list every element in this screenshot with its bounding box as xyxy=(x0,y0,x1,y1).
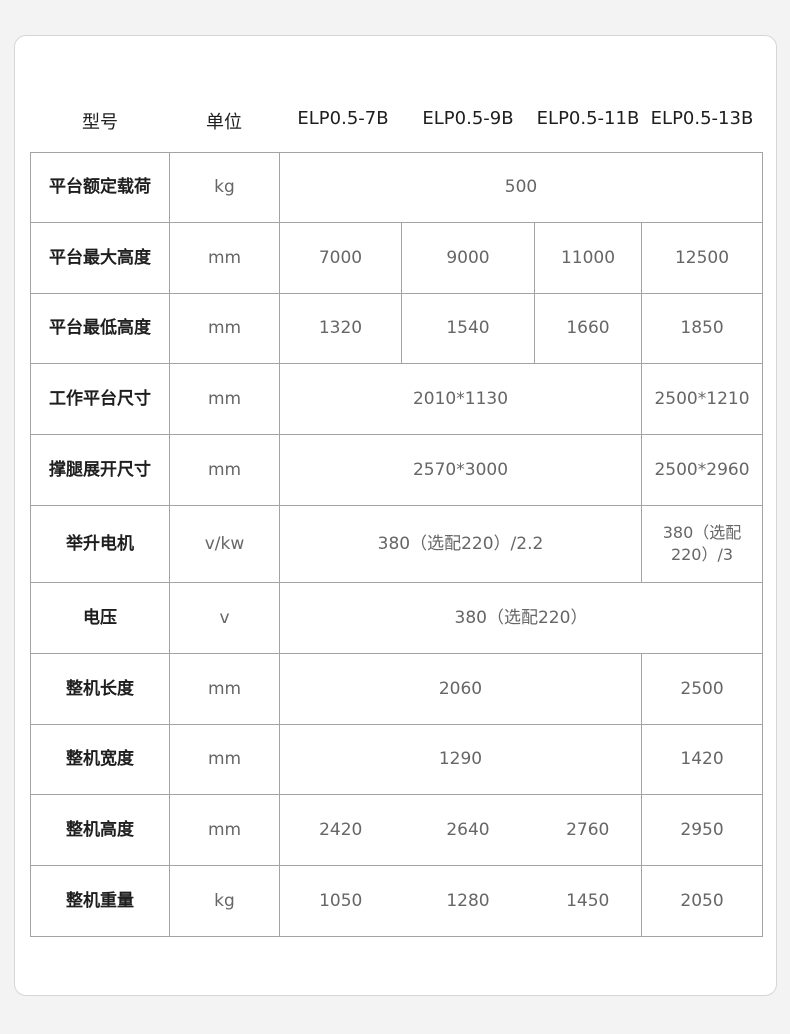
cell-value: 2060 xyxy=(279,653,642,725)
row-label: 撑腿展开尺寸 xyxy=(30,434,170,506)
cell-value: 2420 xyxy=(279,794,402,866)
cell-value: 1320 xyxy=(279,293,402,364)
row-unit: v xyxy=(169,582,280,654)
row-unit: mm xyxy=(169,724,280,795)
table-header: 型号 单位 ELP0.5-7B ELP0.5-9B ELP0.5-11B ELP… xyxy=(30,108,761,138)
table-row: 电压 v 380（选配220） xyxy=(30,582,764,654)
cell-value: 2760 xyxy=(534,794,642,866)
table-row: 撑腿展开尺寸 mm 2570*3000 2500*2960 xyxy=(30,434,764,506)
header-unit: 单位 xyxy=(206,112,242,133)
cell-value: 380（选配220）/3 xyxy=(640,505,764,583)
table-row: 整机重量 kg 1050 1280 1450 2050 xyxy=(30,865,764,937)
table-row: 平台额定载荷 kg 500 xyxy=(30,152,764,223)
table-row: 整机高度 mm 2420 2640 2760 2950 xyxy=(30,794,764,866)
cell-value: 1280 xyxy=(401,865,535,937)
row-label: 整机重量 xyxy=(30,865,170,937)
table-row: 举升电机 v/kw 380（选配220）/2.2 380（选配220）/3 xyxy=(30,505,764,583)
cell-value: 2050 xyxy=(640,865,764,937)
cell-value: 380（选配220） xyxy=(278,582,764,654)
cell-value: 1660 xyxy=(534,293,642,364)
cell-value: 7000 xyxy=(279,222,402,294)
header-elp7b: ELP0.5-7B xyxy=(297,108,389,129)
row-label: 平台最大高度 xyxy=(30,222,170,294)
row-label: 工作平台尺寸 xyxy=(30,363,170,435)
row-label: 平台额定载荷 xyxy=(30,152,170,223)
cell-value: 2950 xyxy=(640,794,764,866)
cell-value: 2500 xyxy=(640,653,764,725)
cell-value: 2010*1130 xyxy=(279,363,642,435)
table-row: 整机长度 mm 2060 2500 xyxy=(30,653,764,725)
cell-value: 2570*3000 xyxy=(279,434,642,506)
row-unit: mm xyxy=(169,434,280,506)
row-unit: mm xyxy=(169,222,280,294)
header-elp11b: ELP0.5-11B xyxy=(536,108,640,129)
row-label: 整机宽度 xyxy=(30,724,170,795)
row-unit: kg xyxy=(169,152,280,223)
cell-value: 1050 xyxy=(279,865,402,937)
table-row: 整机宽度 mm 1290 1420 xyxy=(30,724,764,795)
table-row: 工作平台尺寸 mm 2010*1130 2500*1210 xyxy=(30,363,764,435)
row-unit: mm xyxy=(169,363,280,435)
cell-value: 12500 xyxy=(640,222,764,294)
cell-value: 1850 xyxy=(640,293,764,364)
cell-value: 11000 xyxy=(534,222,642,294)
row-unit: mm xyxy=(169,653,280,725)
row-label: 举升电机 xyxy=(30,505,170,583)
cell-value: 2500*1210 xyxy=(640,363,764,435)
cell-value: 380（选配220）/2.2 xyxy=(279,505,642,583)
cell-value: 2500*2960 xyxy=(640,434,764,506)
header-model: 型号 xyxy=(82,112,118,133)
header-elp9b: ELP0.5-9B xyxy=(422,108,514,129)
row-label: 电压 xyxy=(30,582,170,654)
row-label: 整机高度 xyxy=(30,794,170,866)
cell-value: 500 xyxy=(278,152,764,223)
cell-value: 1290 xyxy=(279,724,642,795)
cell-value: 2640 xyxy=(401,794,535,866)
row-label: 整机长度 xyxy=(30,653,170,725)
table-row: 平台最大高度 mm 7000 9000 11000 12500 xyxy=(30,222,764,294)
spec-table: 平台额定载荷 kg 500 平台最大高度 mm 7000 9000 11000 … xyxy=(30,152,764,937)
cell-value: 9000 xyxy=(401,222,535,294)
row-unit: kg xyxy=(169,865,280,937)
table-row: 平台最低高度 mm 1320 1540 1660 1850 xyxy=(30,293,764,364)
row-unit: v/kw xyxy=(169,505,280,583)
cell-value: 1450 xyxy=(534,865,642,937)
row-unit: mm xyxy=(169,293,280,364)
row-unit: mm xyxy=(169,794,280,866)
cell-value: 1420 xyxy=(640,724,764,795)
row-label: 平台最低高度 xyxy=(30,293,170,364)
cell-value: 1540 xyxy=(401,293,535,364)
header-elp13b: ELP0.5-13B xyxy=(650,108,754,129)
